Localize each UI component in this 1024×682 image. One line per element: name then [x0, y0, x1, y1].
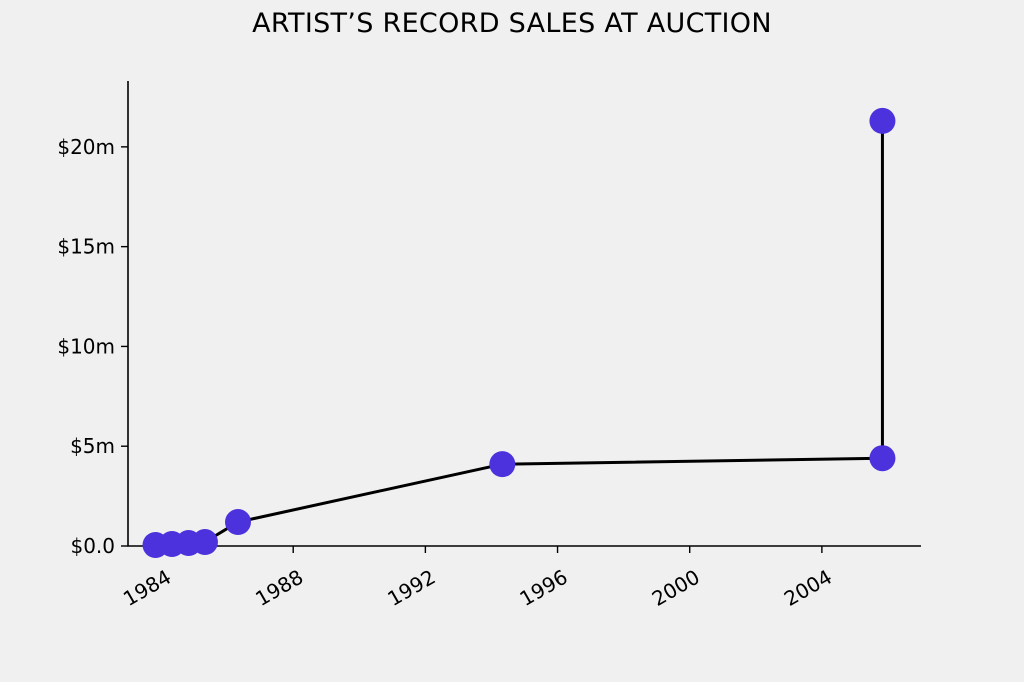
y-tick-label: $20m	[57, 135, 115, 159]
y-tick-label: $0.0	[70, 534, 115, 558]
chart-title: ARTIST’S RECORD SALES AT AUCTION	[252, 8, 772, 39]
y-tick-label: $10m	[57, 334, 115, 358]
x-tick-label: 1984	[119, 565, 175, 611]
x-tick-label: 1992	[383, 565, 439, 611]
x-tick-label: 1988	[251, 565, 307, 611]
chart-axes	[127, 81, 921, 547]
x-tick-label: 2004	[780, 565, 836, 611]
y-tick-label: $5m	[70, 434, 115, 458]
series-line	[155, 120, 884, 547]
data-point	[869, 445, 896, 472]
data-point	[191, 529, 218, 556]
y-tick-label: $15m	[57, 235, 115, 259]
chart-series	[142, 107, 896, 559]
data-point	[489, 451, 516, 478]
x-tick-label: 1996	[516, 565, 572, 611]
x-tick-label: 2000	[648, 565, 704, 611]
data-point	[869, 107, 896, 134]
data-point	[224, 509, 251, 536]
